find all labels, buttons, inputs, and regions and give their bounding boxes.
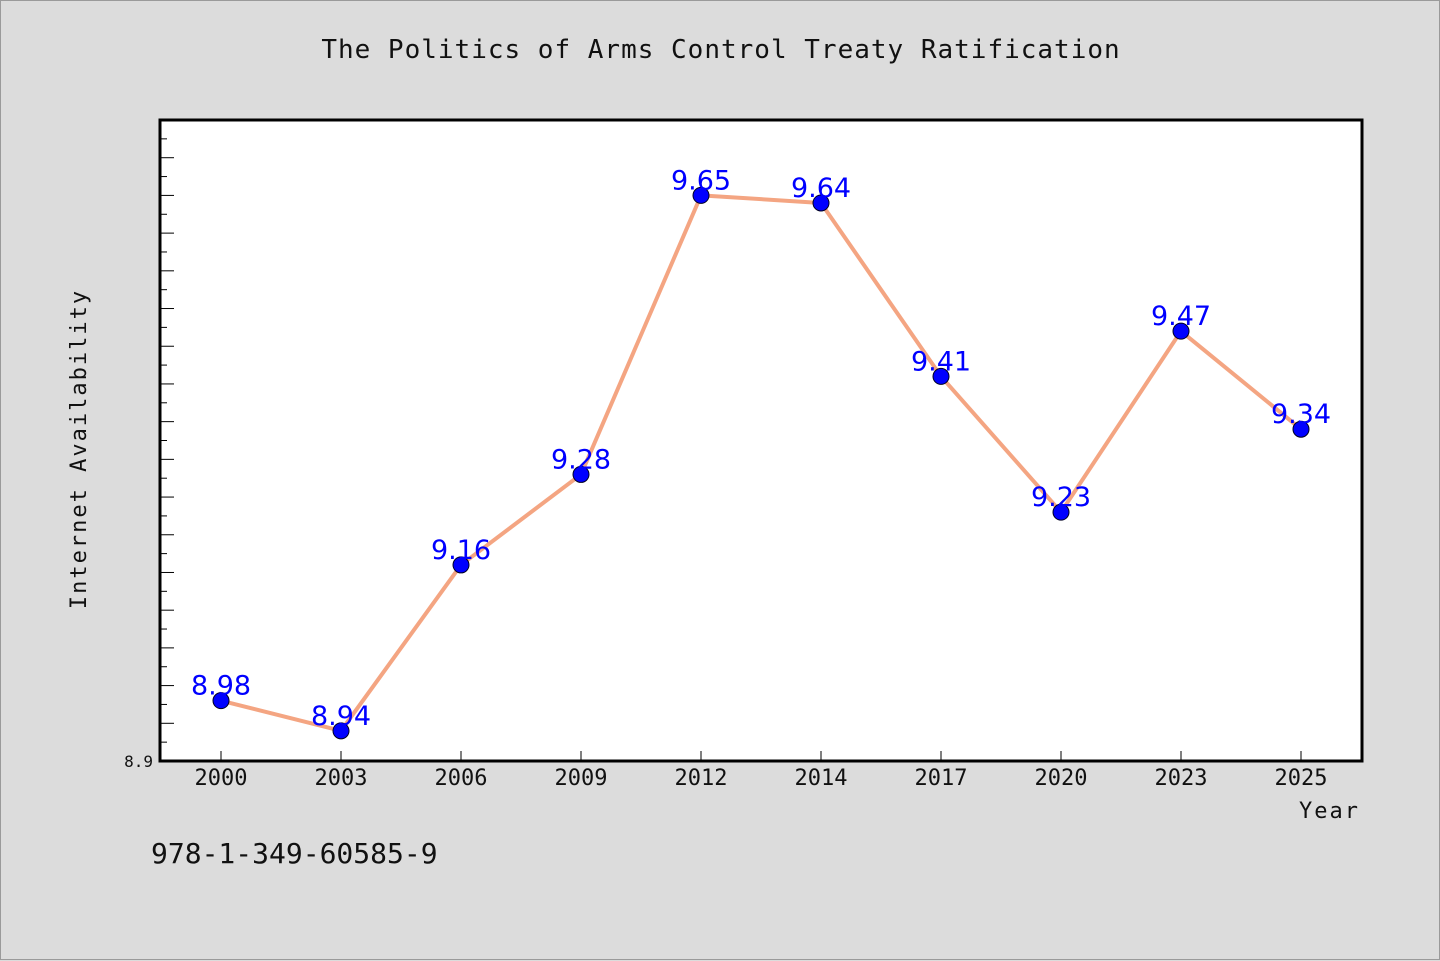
data-point: [932, 367, 950, 385]
data-point: [212, 692, 230, 710]
x-axis-tick-labels: 2000 2003 2006 2009 2012 2014 2017 2020 2023 2025: [195, 766, 1328, 791]
x-axis-ticks: [220, 751, 1302, 761]
data-label: 8.94: [311, 701, 371, 732]
x-tick-label: 2000: [195, 766, 248, 791]
plot-area: [158, 118, 1364, 763]
data-point: [572, 465, 590, 483]
x-tick-label: 2012: [675, 766, 728, 791]
data-point: [692, 186, 710, 204]
data-point: [1292, 420, 1310, 438]
data-point: [332, 722, 350, 740]
chart-title: The Politics of Arms Control Treaty Rati…: [321, 35, 1121, 65]
data-label: 9.41: [911, 346, 971, 377]
data-label: 9.16: [431, 535, 491, 566]
isbn-text: 978-1-349-60585-9: [151, 837, 438, 870]
data-label: 9.47: [1151, 301, 1211, 332]
data-label: 9.64: [791, 173, 851, 204]
data-label: 9.28: [551, 444, 611, 475]
x-axis-label: Year: [1299, 799, 1360, 824]
data-label: 8.98: [191, 671, 251, 702]
series-line: [220, 193, 1303, 733]
x-tick-label: 2006: [435, 766, 488, 791]
x-tick-label: 2017: [915, 766, 968, 791]
x-tick-label: 2014: [795, 766, 848, 791]
y-axis-label: Internet Availability: [67, 289, 92, 609]
data-markers: [212, 186, 1310, 740]
x-tick-label: 2009: [555, 766, 608, 791]
data-point: [452, 556, 470, 574]
y-axis-ticks: [160, 138, 174, 743]
data-label: 9.23: [1031, 482, 1091, 513]
data-label: 9.34: [1271, 399, 1331, 430]
data-point: [812, 194, 830, 212]
x-tick-label: 2025: [1275, 766, 1328, 791]
y-axis-min-label: 8.9: [124, 752, 153, 771]
data-label: 9.65: [671, 165, 731, 196]
x-tick-label: 2003: [315, 766, 368, 791]
x-tick-label: 2023: [1155, 766, 1208, 791]
data-labels: 8.98 8.94 9.16 9.28 9.65 9.64 9.41 9.23 9.47 9.34: [191, 165, 1331, 731]
data-point: [1052, 503, 1070, 521]
x-tick-label: 2020: [1035, 766, 1088, 791]
data-point: [1172, 322, 1190, 340]
